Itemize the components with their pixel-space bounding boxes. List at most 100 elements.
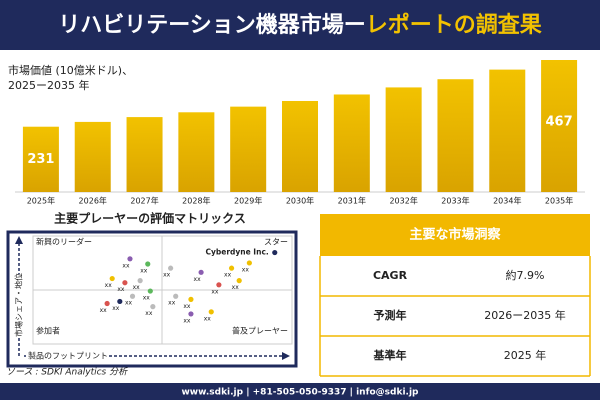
- matrix-points: Cyberdyne Inc.xxxxxxxxxxxxxxxxxxxxxxxxxx…: [100, 248, 278, 324]
- player-label: xx: [133, 284, 141, 291]
- row-value: 2026ー2035 年: [484, 308, 566, 322]
- player-label: xx: [183, 303, 191, 310]
- title-main: リハビリテーション機器市場ー: [58, 12, 366, 38]
- player-label: xx: [194, 276, 202, 283]
- player-label: xx: [232, 284, 240, 291]
- footer-bar: [0, 383, 600, 400]
- player-label: xx: [211, 288, 219, 295]
- player-dot: [208, 309, 214, 315]
- matrix-frame: [6, 230, 298, 368]
- player-label: xx: [117, 286, 125, 293]
- player-label: xx: [122, 262, 130, 269]
- row-key: 基準年: [373, 348, 407, 362]
- bar: [178, 112, 215, 192]
- bar: [333, 94, 370, 192]
- insights-title: 主要な市場洞察: [409, 227, 501, 243]
- row-key: 予測年: [374, 308, 407, 322]
- label-bg: [26, 350, 108, 362]
- player-dot: [168, 265, 174, 271]
- source: ソース : SDKI Analytics 分析: [6, 367, 128, 378]
- x-tick-label: 2032年: [389, 196, 417, 206]
- player-dot: [236, 278, 242, 284]
- quadrant-label: 新興のリーダー: [36, 237, 92, 247]
- x-tick-label: 2027年: [130, 196, 158, 206]
- value-label: 467: [546, 115, 573, 130]
- player-dot: [109, 275, 115, 282]
- chart-label: 市場価値 (10億米ドル)、: [8, 63, 133, 77]
- label-bg: [12, 274, 26, 336]
- title-accent: レポートの調査果: [366, 12, 542, 38]
- footer: www.sdki.jp | +81-505-050-9337 | info@sd…: [181, 388, 419, 398]
- x-tick-label: 2026年: [79, 196, 107, 206]
- row-value: 約7.9%: [506, 268, 545, 282]
- x-tick-label: 2033年: [441, 196, 469, 206]
- x-tick-label: 2030年: [286, 196, 314, 206]
- player-dot: [122, 280, 128, 286]
- player-dot: [228, 265, 235, 271]
- bar: [126, 117, 163, 192]
- arrow-head: [282, 352, 290, 360]
- player-label: xx: [163, 272, 171, 279]
- player-dot: [145, 261, 151, 267]
- matrix-title: 主要プレーヤーの評価マトリックス: [54, 211, 246, 226]
- x-tick-label: 2035年: [545, 196, 573, 206]
- player-dot: [147, 288, 153, 294]
- x-tick-label: 2029年: [234, 196, 262, 206]
- player-label: xx: [183, 317, 191, 324]
- player-dot: [272, 249, 278, 256]
- insights-header: [320, 214, 590, 256]
- player-label: xx: [125, 300, 133, 307]
- player-label: xx: [168, 300, 176, 307]
- y-axis-label: 市場シェア・地位: [14, 273, 24, 337]
- player-label: xx: [204, 315, 212, 322]
- player-dot: [246, 260, 252, 266]
- x-axis-label: 製品のフットプリント: [28, 351, 108, 361]
- header-title: リハビリテーション機器市場ーレポートの調査果: [58, 12, 542, 38]
- bar: [74, 121, 111, 192]
- player-dot: [198, 269, 204, 275]
- player-label: xx: [100, 307, 108, 314]
- value-label: 231: [27, 152, 54, 167]
- player-dot: [188, 311, 194, 317]
- player-dot: [150, 304, 156, 310]
- row-key: CAGR: [373, 269, 408, 282]
- arrow-head: [15, 236, 23, 244]
- player-dot: [117, 298, 123, 305]
- player-label: xx: [143, 295, 151, 302]
- quadrant-label: 普及プレーヤー: [232, 326, 288, 336]
- bar: [385, 87, 422, 192]
- bar: [22, 126, 59, 192]
- player-dot: [173, 293, 179, 299]
- chart-label: 2025ー2035 年: [8, 78, 90, 92]
- bar: [230, 106, 267, 192]
- bar: [541, 60, 578, 192]
- player-label: xx: [145, 310, 153, 317]
- bar: [489, 69, 526, 192]
- quadrant-label: 参加者: [36, 326, 60, 336]
- player-label: xx: [242, 266, 250, 273]
- x-tick-label: 2028年: [182, 196, 210, 206]
- x-tick-label: 2025年: [27, 196, 55, 206]
- player-label: xx: [112, 305, 120, 312]
- player-label: Cyberdyne Inc.: [205, 248, 268, 257]
- player-dot: [129, 293, 136, 299]
- bar: [437, 79, 474, 192]
- bar-chart: 2025年 231 2026年 2027年 2028年 2029年 2030年 2031年 20…: [22, 60, 578, 206]
- header-bar: [0, 0, 600, 50]
- row-value: 2025 年: [504, 348, 547, 362]
- player-dot: [127, 256, 133, 262]
- player-dot: [188, 296, 194, 302]
- player-dot: [137, 278, 143, 284]
- bar: [282, 100, 318, 192]
- player-label: xx: [140, 268, 148, 275]
- player-label: xx: [224, 272, 232, 279]
- player-label: xx: [105, 282, 113, 289]
- player-dot: [104, 300, 110, 307]
- player-dot: [216, 282, 222, 288]
- quadrant-label: スター: [264, 238, 288, 247]
- x-tick-label: 2031年: [338, 196, 366, 206]
- x-tick-label: 2034年: [493, 196, 521, 206]
